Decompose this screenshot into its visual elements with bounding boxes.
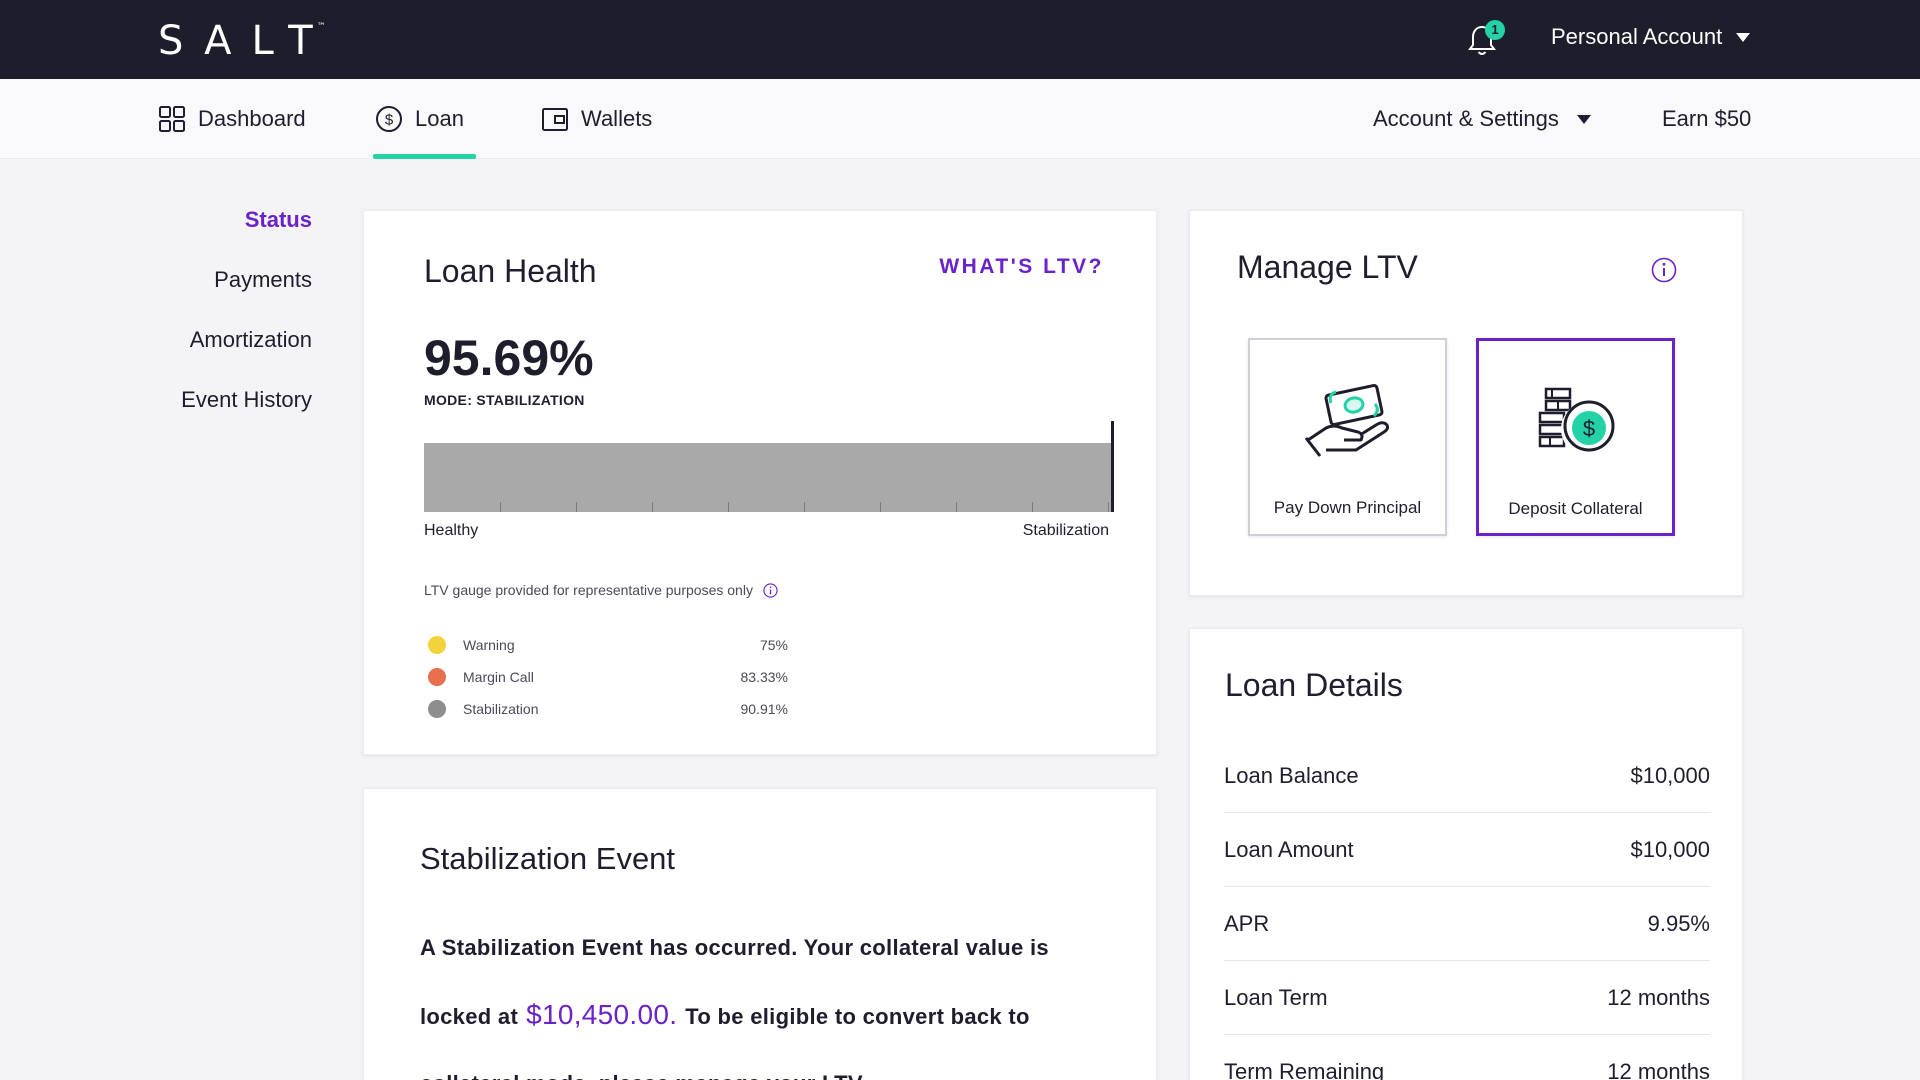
detail-row-loan-balance: Loan Balance $10,000 xyxy=(1224,739,1710,813)
legend-label: Margin Call xyxy=(463,669,534,685)
gauge-disclaimer: LTV gauge provided for representative pu… xyxy=(424,582,778,598)
sidebar-item-amortization[interactable]: Amortization xyxy=(189,327,312,352)
earn-label: Earn $50 xyxy=(1662,106,1752,131)
coin-stack-icon: $ xyxy=(1538,387,1615,456)
detail-value: 12 months xyxy=(1607,1058,1710,1080)
loan-details-list: Loan Balance $10,000 Loan Amount $10,000… xyxy=(1224,739,1710,1080)
notification-badge: 1 xyxy=(1485,20,1505,40)
account-label: Personal Account xyxy=(1551,24,1723,49)
detail-row-apr: APR 9.95% xyxy=(1224,887,1710,961)
legend-item-margin-call: Margin Call 83.33% xyxy=(428,661,788,693)
detail-label: Loan Term xyxy=(1224,984,1328,1010)
account-settings-label: Account & Settings xyxy=(1373,106,1559,131)
legend-value: 75% xyxy=(759,637,788,653)
disclaimer-text: LTV gauge provided for representative pu… xyxy=(424,582,753,598)
detail-label: APR xyxy=(1224,910,1270,936)
sidebar-item-payments[interactable]: Payments xyxy=(214,267,312,292)
svg-text:$: $ xyxy=(385,112,394,129)
info-icon[interactable] xyxy=(1651,257,1677,283)
ltv-thresholds-legend: Warning 75% Margin Call 83.33% Stabiliza… xyxy=(428,629,788,725)
tab-wallets[interactable]: Wallets xyxy=(541,79,652,159)
loan-health-card: Loan Health WHAT'S LTV? 95.69% MODE: STA… xyxy=(363,210,1157,755)
gauge-tick xyxy=(1108,502,1109,512)
legend-value: 83.33% xyxy=(740,669,788,685)
gauge-min-label: Healthy xyxy=(424,522,479,539)
hand-cash-icon xyxy=(1304,383,1389,457)
tab-loan[interactable]: $ Loan xyxy=(375,79,464,159)
earn-link[interactable]: Earn $50 xyxy=(1662,79,1751,159)
personal-account-dropdown[interactable]: Personal Account xyxy=(1551,24,1751,50)
stabilization-event-title: Stabilization Event xyxy=(420,841,676,876)
legend-value: 90.91% xyxy=(740,701,788,717)
warning-dot-icon xyxy=(428,636,446,654)
gauge-tick xyxy=(728,502,729,512)
gauge-max-label: Stabilization xyxy=(1022,522,1109,539)
gauge-tick xyxy=(576,502,577,512)
detail-row-loan-term: Loan Term 12 months xyxy=(1224,961,1710,1035)
gauge-tick xyxy=(652,502,653,512)
pay-down-principal-label: Pay Down Principal xyxy=(1273,498,1422,517)
top-bar: SALT ™ 1 Personal Account xyxy=(0,0,1920,79)
legend-label: Warning xyxy=(463,637,515,653)
legend-item-stabilization: Stabilization 90.91% xyxy=(428,693,788,725)
caret-down-icon xyxy=(1736,32,1751,42)
grid-icon xyxy=(159,106,185,132)
dollar-circle-icon: $ xyxy=(376,106,402,132)
message-text-before: A Stabilization Event has occurred. Your… xyxy=(420,935,1049,1029)
stabilization-event-message: A Stabilization Event has occurred. Your… xyxy=(420,914,1120,1080)
tab-dashboard-label: Dashboard xyxy=(198,106,306,131)
gauge-tick xyxy=(500,502,501,512)
manage-ltv-title: Manage LTV xyxy=(1237,249,1418,285)
main-nav: Dashboard $ Loan Wallets Account & Setti… xyxy=(0,79,1920,159)
sidebar-item-event-history[interactable]: Event History xyxy=(181,387,312,412)
detail-value: 12 months xyxy=(1607,984,1710,1010)
caret-down-icon xyxy=(1576,114,1591,124)
deposit-collateral-button[interactable]: $ Deposit Collateral xyxy=(1476,338,1675,536)
ltv-mode-label: MODE: STABILIZATION xyxy=(424,392,585,408)
sidebar-item-status[interactable]: Status xyxy=(244,207,312,232)
whats-ltv-link[interactable]: WHAT'S LTV? xyxy=(939,255,1104,278)
deposit-collateral-label: Deposit Collateral xyxy=(1508,499,1643,518)
gauge-tick xyxy=(1032,502,1033,512)
ltv-percentage: 95.69% xyxy=(424,330,594,386)
manage-ltv-card: Manage LTV Pay Down Principal xyxy=(1189,210,1743,596)
ltv-gauge-bar xyxy=(424,443,1114,512)
detail-label: Term Remaining xyxy=(1224,1058,1385,1080)
logo-trademark: ™ xyxy=(316,22,326,32)
pay-down-principal-button[interactable]: Pay Down Principal xyxy=(1248,338,1447,536)
gauge-tick xyxy=(804,502,805,512)
detail-row-term-remaining: Term Remaining 12 months xyxy=(1224,1035,1710,1080)
detail-label: Loan Balance xyxy=(1224,762,1359,788)
salt-logo[interactable]: SALT ™ xyxy=(158,18,326,64)
locked-collateral-amount: $10,450.00. xyxy=(526,999,678,1030)
detail-value: 9.95% xyxy=(1647,910,1710,936)
tab-wallets-label: Wallets xyxy=(581,106,653,131)
loan-sidenav: Status Payments Amortization Event Histo… xyxy=(100,200,312,440)
logo-text: SALT xyxy=(158,18,333,64)
svg-text:$: $ xyxy=(1582,416,1594,441)
wallet-icon xyxy=(542,108,568,131)
tab-loan-label: Loan xyxy=(415,106,464,131)
gauge-tick xyxy=(956,502,957,512)
detail-label: Loan Amount xyxy=(1224,836,1354,862)
detail-value: $10,000 xyxy=(1630,836,1710,862)
ltv-gauge-marker xyxy=(1111,421,1114,512)
message-text-after: To be eligible to convert back to collat… xyxy=(420,1004,1030,1080)
active-tab-indicator xyxy=(373,154,476,159)
tab-dashboard[interactable]: Dashboard xyxy=(158,79,306,159)
loan-details-card: Loan Details Loan Balance $10,000 Loan A… xyxy=(1189,628,1743,1080)
legend-item-warning: Warning 75% xyxy=(428,629,788,661)
account-settings-dropdown[interactable]: Account & Settings xyxy=(1373,79,1591,159)
stabilization-event-card: Stabilization Event A Stabilization Even… xyxy=(363,788,1157,1080)
info-icon[interactable] xyxy=(763,582,778,598)
detail-value: $10,000 xyxy=(1630,762,1710,788)
legend-label: Stabilization xyxy=(463,701,539,717)
loan-details-title: Loan Details xyxy=(1225,667,1403,703)
margin-call-dot-icon xyxy=(428,668,446,686)
stabilization-dot-icon xyxy=(428,700,446,718)
detail-row-loan-amount: Loan Amount $10,000 xyxy=(1224,813,1710,887)
loan-health-title: Loan Health xyxy=(424,253,597,289)
gauge-tick xyxy=(880,502,881,512)
